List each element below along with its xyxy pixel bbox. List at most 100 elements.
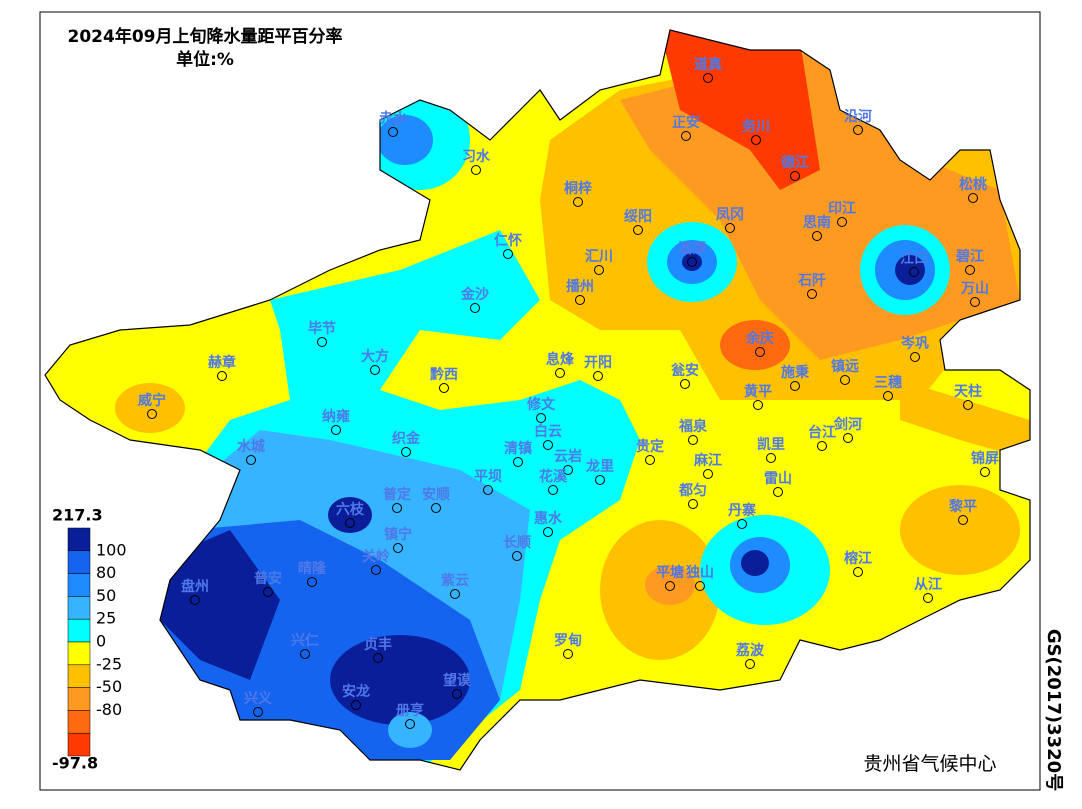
station-marker xyxy=(766,453,776,463)
station-marker xyxy=(373,653,383,663)
station-name: 习水 xyxy=(462,148,491,165)
station-marker xyxy=(345,518,355,528)
station-marker xyxy=(703,73,713,83)
station-name: 麻江 xyxy=(693,452,722,469)
station-marker xyxy=(837,217,847,227)
legend-break-label: -25 xyxy=(96,654,122,673)
station-name: 天柱 xyxy=(954,383,982,400)
station-name: 道真 xyxy=(694,56,722,73)
station-marker xyxy=(963,400,973,410)
station-name: 赤水 xyxy=(379,110,408,127)
station-marker xyxy=(393,543,403,553)
station-marker xyxy=(351,700,361,710)
legend-swatch xyxy=(67,664,91,688)
station-name: 绥阳 xyxy=(624,208,652,225)
station-name: 万山 xyxy=(960,281,989,297)
station-name: 贞丰 xyxy=(364,636,392,653)
legend-break-label: -50 xyxy=(96,677,122,696)
station-marker xyxy=(370,365,380,375)
station-name: 石阡 xyxy=(797,273,826,289)
legend-swatch xyxy=(67,527,91,552)
station-marker xyxy=(503,249,513,259)
station-marker xyxy=(536,413,546,423)
legend-swatch xyxy=(67,732,91,757)
unit: 单位:% xyxy=(176,49,234,70)
station-marker xyxy=(452,689,462,699)
legend-swatch xyxy=(67,641,91,666)
station-name: 望谟 xyxy=(443,672,472,689)
station-marker xyxy=(665,581,675,591)
station-marker xyxy=(431,503,441,513)
station-marker xyxy=(695,581,705,591)
station-marker xyxy=(595,475,605,485)
station-marker xyxy=(909,267,919,277)
station-name: 纳雍 xyxy=(322,408,350,425)
station-marker xyxy=(439,383,449,393)
station-marker xyxy=(807,289,817,299)
station-marker xyxy=(307,577,317,587)
map-code: GS(2017)3320号 xyxy=(1043,629,1064,791)
station-marker xyxy=(388,127,398,137)
legend-break-label: 80 xyxy=(96,563,116,582)
station-name: 赫章 xyxy=(208,354,236,371)
station-marker xyxy=(483,485,493,495)
station-name: 兴仁 xyxy=(291,632,319,649)
station-marker xyxy=(755,347,765,357)
station-marker xyxy=(773,487,783,497)
province-border xyxy=(44,29,1031,771)
station-marker xyxy=(331,425,341,435)
legend-swatch xyxy=(67,618,91,643)
station-name: 惠水 xyxy=(534,510,563,527)
station-name: 毕节 xyxy=(308,320,336,337)
station-name: 余庆 xyxy=(745,330,774,347)
station-name: 凯里 xyxy=(757,436,785,453)
station-marker xyxy=(575,295,585,305)
station-marker xyxy=(317,337,327,347)
station-name: 从江 xyxy=(914,576,942,593)
station-marker xyxy=(548,485,558,495)
station-marker xyxy=(405,719,415,729)
title: 2024年09月上旬降水量距平百分率 xyxy=(68,26,343,47)
legend-break-label: -80 xyxy=(96,700,122,719)
station-marker xyxy=(883,391,893,401)
station-name: 瓮安 xyxy=(671,362,699,379)
station-name: 紫云 xyxy=(441,572,469,589)
station-marker xyxy=(513,457,523,467)
station-name: 思南 xyxy=(803,214,831,231)
station-name: 罗甸 xyxy=(554,632,582,649)
station-name: 正安 xyxy=(672,114,700,131)
station-name: 开阳 xyxy=(584,355,612,371)
station-marker xyxy=(555,368,565,378)
station-name: 普定 xyxy=(383,486,411,503)
station-marker xyxy=(633,225,643,235)
station-marker xyxy=(543,527,553,537)
station-marker xyxy=(923,593,933,603)
station-name: 安顺 xyxy=(422,486,450,503)
station-name: 镇远 xyxy=(831,358,859,375)
station-marker xyxy=(470,303,480,313)
station-marker xyxy=(543,440,553,450)
station-marker xyxy=(512,551,522,561)
station-marker xyxy=(645,455,655,465)
station-name: 岑巩 xyxy=(901,335,929,352)
station-name: 白云 xyxy=(534,423,562,440)
station-name: 息烽 xyxy=(546,351,575,368)
station-marker xyxy=(970,297,980,307)
credit: 贵州省气候中心 xyxy=(863,753,996,775)
station-name: 大方 xyxy=(361,348,389,365)
station-name: 江口 xyxy=(900,250,928,267)
station-marker xyxy=(680,379,690,389)
station-name: 丹寨 xyxy=(728,502,757,519)
station-marker xyxy=(812,231,822,241)
station-marker xyxy=(246,455,256,465)
legend-break-label: 50 xyxy=(96,586,116,605)
station-name: 榕江 xyxy=(844,550,872,567)
legend-break-label: 100 xyxy=(96,540,127,559)
station-marker xyxy=(853,125,863,135)
legend-swatch xyxy=(67,596,91,620)
station-name: 平塘 xyxy=(656,564,684,581)
station-name: 关岭 xyxy=(362,548,390,565)
station-marker xyxy=(573,197,583,207)
station-marker xyxy=(958,515,968,525)
station-marker xyxy=(563,649,573,659)
